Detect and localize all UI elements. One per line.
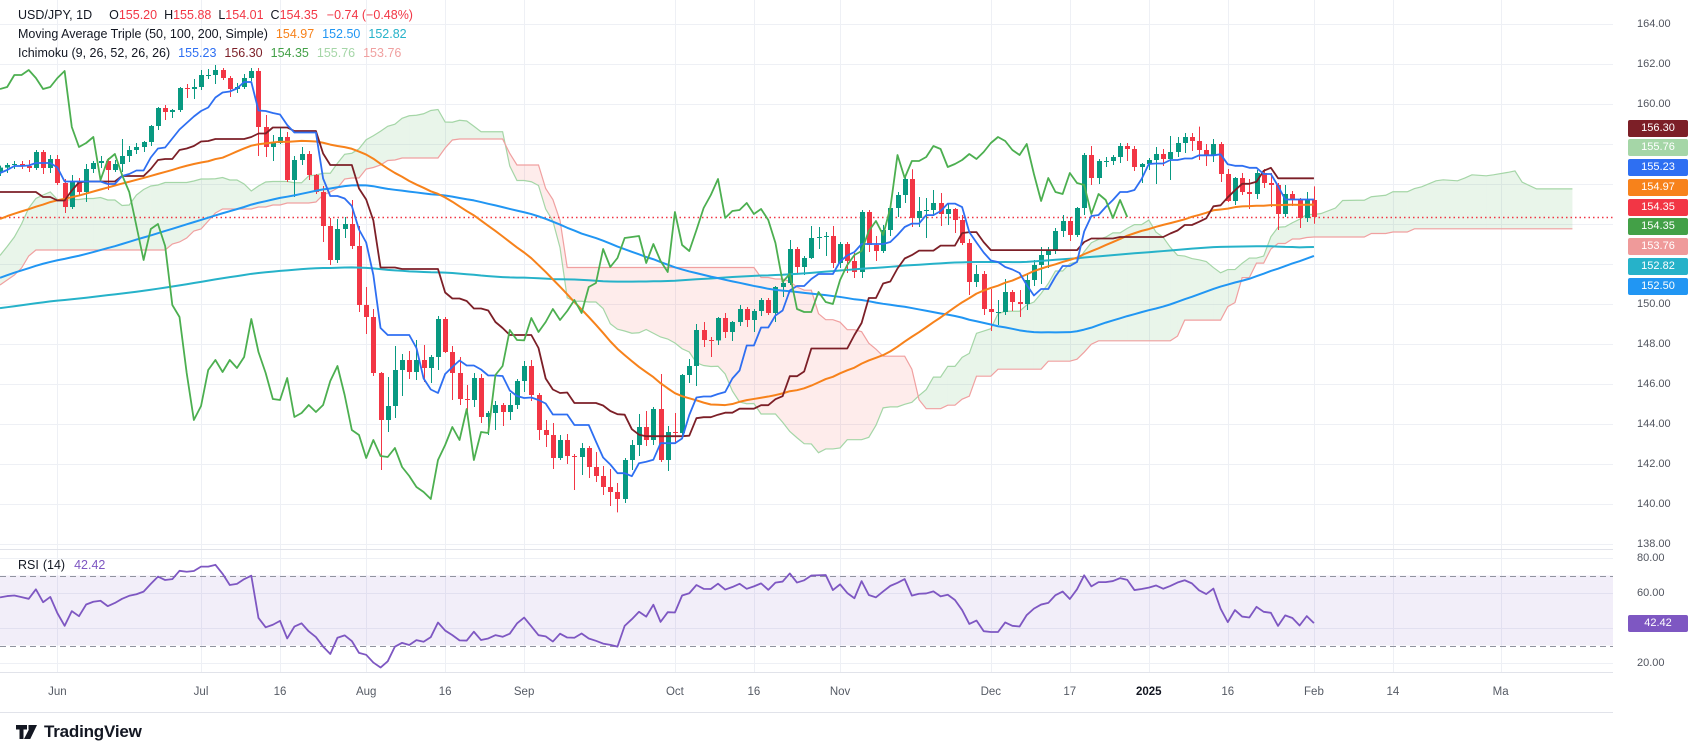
ichimoku-values: 155.23 156.30 154.35 155.76 153.76: [178, 46, 409, 60]
price-badge: 154.35: [1628, 198, 1688, 216]
price-badge: 156.30: [1628, 119, 1688, 137]
time-tick-label: Oct: [665, 686, 684, 698]
ma-value: 152.50: [322, 27, 361, 41]
price-tick-label: 138.00: [1637, 538, 1671, 550]
price-tick-label: 146.00: [1637, 378, 1671, 390]
ichimoku-value: 153.76: [363, 46, 402, 60]
time-tick-label: Sep: [513, 686, 535, 698]
time-tick-label: Jul: [193, 686, 209, 698]
time-tick-label: Jun: [48, 686, 67, 698]
price-badge: 153.76: [1628, 238, 1688, 255]
price-badge: 155.23: [1628, 159, 1688, 176]
price-badge: 154.35: [1628, 218, 1688, 236]
low-label: L: [218, 8, 226, 22]
ma-values: 154.97 152.50 152.82: [276, 27, 415, 41]
tradingview-logo-text: TradingView: [44, 722, 142, 741]
ichimoku-value: 155.76: [316, 46, 356, 60]
tradingview-logo-icon: [16, 724, 37, 740]
price-tick-label: 150.00: [1637, 298, 1671, 310]
open-value: 155.20: [118, 8, 158, 22]
rsi-indicator-params: (14): [42, 558, 66, 572]
price-tick-label: 144.00: [1637, 418, 1671, 430]
symbol-legend: USD/JPY, 1D O155.20 H155.88 L154.01 C154.35−…: [18, 6, 415, 63]
pane-separator[interactable]: [0, 549, 1695, 550]
price-badge: 154.97: [1628, 178, 1688, 196]
symbol-title: USD/JPY, 1D: [18, 8, 93, 22]
high-value: 155.88: [173, 8, 212, 22]
price-badge: 152.82: [1628, 257, 1688, 275]
time-tick-label: Aug: [355, 686, 377, 698]
low-value: 154.01: [225, 8, 264, 22]
rsi-legend-row[interactable]: RSI (14) 42.42: [18, 556, 105, 574]
time-tick-label: 16: [438, 686, 452, 698]
rsi-indicator-value: 42.42: [74, 558, 106, 572]
rsi-tick-label: 80.00: [1637, 552, 1665, 564]
time-tick-label: Nov: [829, 686, 851, 698]
ichimoku-value: 154.35: [270, 46, 309, 60]
close-value: 154.35: [279, 8, 318, 22]
high-label: H: [164, 8, 174, 22]
price-tick-label: 142.00: [1637, 458, 1671, 470]
ichimoku-value: 156.30: [224, 46, 263, 60]
ichimoku-value: 155.23: [178, 46, 217, 60]
ma-legend-row[interactable]: Moving Average Triple (50, 100, 200, Sim…: [18, 25, 415, 44]
time-tick-label: 14: [1386, 686, 1400, 698]
close-label: C: [270, 8, 280, 22]
price-badge: 152.50: [1628, 277, 1688, 295]
rsi-tick-label: 60.00: [1637, 587, 1665, 599]
price-axis[interactable]: 164.00 162.00 160.00 150.00 148.00 146.00 144.…: [1613, 0, 1695, 713]
time-tick-label: 17: [1063, 686, 1077, 698]
price-tick-label: 164.00: [1637, 18, 1671, 30]
rsi-tick-label: 20.00: [1637, 657, 1665, 669]
time-tick-label: Dec: [980, 686, 1002, 698]
ma-value: 154.97: [275, 27, 315, 41]
footer-bar: TradingView: [0, 713, 1695, 752]
time-tick-label: 16: [747, 686, 761, 698]
ichimoku-indicator-title: Ichimoku (9, 26, 52, 26, 26): [18, 46, 171, 60]
rsi-indicator-title: RSI: [18, 558, 39, 572]
ma-indicator-title: Moving Average Triple (50, 100, 200, Sim…: [18, 27, 268, 41]
time-tick-label: 2025: [1136, 686, 1162, 698]
time-axis[interactable]: Jun Jul 16 Aug 16 Sep Oct 16 Nov Dec 17 2025 16 Feb 14…: [0, 672, 1695, 714]
rsi-badge: 42.42: [1628, 615, 1688, 633]
symbol-legend-row[interactable]: USD/JPY, 1D O155.20 H155.88 L154.01 C154.35−…: [18, 6, 415, 25]
time-tick-label: Ma: [1492, 686, 1509, 698]
price-tick-label: 140.00: [1637, 498, 1671, 510]
price-tick-label: 162.00: [1637, 58, 1671, 70]
tradingview-logo-link[interactable]: TradingView: [16, 722, 142, 742]
ma-value: 152.82: [368, 27, 407, 41]
time-tick-label: 16: [1221, 686, 1235, 698]
change-value: −0.74 (−0.48%): [326, 8, 413, 22]
time-tick-label: 16: [273, 686, 287, 698]
ichimoku-legend-row[interactable]: Ichimoku (9, 26, 52, 26, 26) 155.23 156.30…: [18, 44, 415, 63]
open-label: O: [109, 8, 119, 22]
time-tick-label: Feb: [1304, 686, 1324, 698]
price-tick-label: 148.00: [1637, 338, 1671, 350]
price-tick-label: 160.00: [1637, 98, 1671, 110]
price-badge: 155.76: [1628, 139, 1688, 157]
